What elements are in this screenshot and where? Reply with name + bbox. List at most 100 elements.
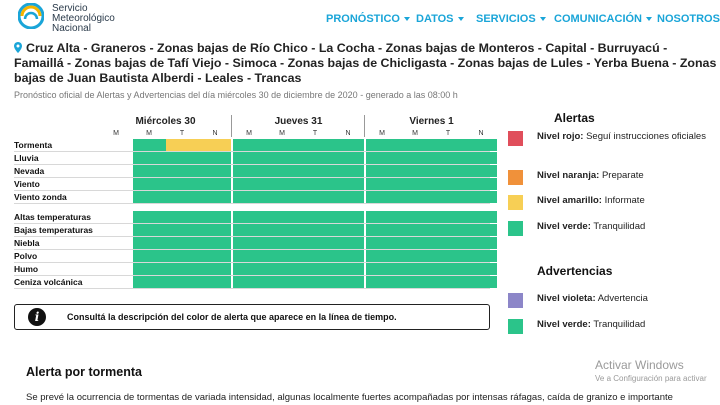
- alert-level-cell[interactable]: [266, 237, 299, 249]
- alert-level-cell[interactable]: [199, 224, 231, 236]
- alert-level-cell[interactable]: [432, 191, 465, 203]
- alert-level-cell[interactable]: [266, 165, 299, 177]
- alert-level-cell[interactable]: [199, 165, 231, 177]
- alert-level-cell[interactable]: [166, 263, 199, 275]
- nav-nosotros[interactable]: NOSOTROS: [657, 13, 720, 25]
- alert-level-cell[interactable]: [266, 263, 299, 275]
- alert-level-cell[interactable]: [166, 152, 199, 164]
- alert-level-cell[interactable]: [332, 191, 364, 203]
- alert-level-cell[interactable]: [399, 224, 432, 236]
- alert-level-cell[interactable]: [299, 165, 332, 177]
- alert-level-cell[interactable]: [266, 178, 299, 190]
- alert-level-cell[interactable]: [432, 276, 465, 288]
- alert-level-cell[interactable]: [399, 276, 432, 288]
- alert-level-cell[interactable]: [199, 178, 231, 190]
- alert-level-cell[interactable]: [133, 276, 166, 288]
- alert-level-cell[interactable]: [399, 191, 432, 203]
- alert-level-cell[interactable]: [332, 178, 364, 190]
- alert-level-cell[interactable]: [299, 178, 332, 190]
- alert-level-cell[interactable]: [432, 224, 465, 236]
- alert-level-cell[interactable]: [166, 191, 199, 203]
- alert-level-cell[interactable]: [233, 152, 266, 164]
- alert-level-cell[interactable]: [332, 237, 364, 249]
- alert-level-cell[interactable]: [233, 224, 266, 236]
- alert-level-cell[interactable]: [266, 211, 299, 223]
- alert-level-cell[interactable]: [133, 224, 166, 236]
- alert-level-cell[interactable]: [366, 263, 399, 275]
- alert-level-cell[interactable]: [233, 263, 266, 275]
- alert-level-cell[interactable]: [133, 237, 166, 249]
- alert-level-cell[interactable]: [299, 211, 332, 223]
- alert-level-cell[interactable]: [465, 250, 497, 262]
- nav-datos[interactable]: DATOS: [416, 13, 464, 25]
- alert-level-cell[interactable]: [299, 191, 332, 203]
- alert-level-cell[interactable]: [199, 152, 231, 164]
- alert-level-cell[interactable]: [199, 276, 231, 288]
- alert-level-cell[interactable]: [366, 250, 399, 262]
- alert-level-cell[interactable]: [166, 139, 199, 151]
- alert-level-cell[interactable]: [332, 139, 364, 151]
- alert-level-cell[interactable]: [199, 191, 231, 203]
- alert-level-cell[interactable]: [199, 139, 231, 151]
- alert-level-cell[interactable]: [399, 237, 432, 249]
- alert-level-cell[interactable]: [399, 263, 432, 275]
- alert-level-cell[interactable]: [432, 152, 465, 164]
- alert-level-cell[interactable]: [233, 211, 266, 223]
- alert-level-cell[interactable]: [133, 191, 166, 203]
- alert-level-cell[interactable]: [399, 152, 432, 164]
- alert-level-cell[interactable]: [166, 224, 199, 236]
- alert-level-cell[interactable]: [465, 224, 497, 236]
- alert-level-cell[interactable]: [332, 276, 364, 288]
- alert-level-cell[interactable]: [432, 250, 465, 262]
- alert-level-cell[interactable]: [465, 276, 497, 288]
- alert-level-cell[interactable]: [266, 224, 299, 236]
- alert-level-cell[interactable]: [366, 211, 399, 223]
- alert-level-cell[interactable]: [465, 152, 497, 164]
- alert-level-cell[interactable]: [399, 165, 432, 177]
- alert-level-cell[interactable]: [299, 276, 332, 288]
- alert-level-cell[interactable]: [233, 237, 266, 249]
- alert-level-cell[interactable]: [399, 211, 432, 223]
- alert-level-cell[interactable]: [366, 276, 399, 288]
- alert-level-cell[interactable]: [133, 211, 166, 223]
- alert-level-cell[interactable]: [199, 250, 231, 262]
- alert-level-cell[interactable]: [166, 276, 199, 288]
- alert-level-cell[interactable]: [133, 178, 166, 190]
- smn-logo[interactable]: [18, 3, 44, 29]
- alert-level-cell[interactable]: [465, 211, 497, 223]
- alert-level-cell[interactable]: [299, 237, 332, 249]
- alert-level-cell[interactable]: [133, 165, 166, 177]
- alert-level-cell[interactable]: [465, 191, 497, 203]
- alert-level-cell[interactable]: [366, 165, 399, 177]
- alert-level-cell[interactable]: [233, 165, 266, 177]
- alert-level-cell[interactable]: [465, 139, 497, 151]
- alert-level-cell[interactable]: [166, 178, 199, 190]
- alert-level-cell[interactable]: [133, 263, 166, 275]
- alert-level-cell[interactable]: [299, 224, 332, 236]
- alert-level-cell[interactable]: [299, 263, 332, 275]
- alert-level-cell[interactable]: [332, 165, 364, 177]
- alert-level-cell[interactable]: [432, 237, 465, 249]
- alert-level-cell[interactable]: [366, 178, 399, 190]
- alert-level-cell[interactable]: [266, 276, 299, 288]
- alert-level-cell[interactable]: [332, 152, 364, 164]
- alert-level-cell[interactable]: [465, 263, 497, 275]
- alert-level-cell[interactable]: [432, 139, 465, 151]
- alert-level-cell[interactable]: [465, 237, 497, 249]
- alert-level-cell[interactable]: [166, 211, 199, 223]
- alert-level-cell[interactable]: [399, 250, 432, 262]
- alert-level-cell[interactable]: [366, 152, 399, 164]
- alert-level-cell[interactable]: [299, 250, 332, 262]
- alert-level-cell[interactable]: [266, 250, 299, 262]
- alert-level-cell[interactable]: [133, 152, 166, 164]
- alert-level-cell[interactable]: [432, 178, 465, 190]
- alert-level-cell[interactable]: [366, 237, 399, 249]
- alert-level-cell[interactable]: [366, 191, 399, 203]
- alert-level-cell[interactable]: [266, 191, 299, 203]
- alert-level-cell[interactable]: [266, 139, 299, 151]
- alert-level-cell[interactable]: [166, 237, 199, 249]
- nav-pronostico[interactable]: PRONÓSTICO: [326, 13, 410, 25]
- alert-level-cell[interactable]: [332, 224, 364, 236]
- alert-level-cell[interactable]: [299, 152, 332, 164]
- alert-level-cell[interactable]: [366, 224, 399, 236]
